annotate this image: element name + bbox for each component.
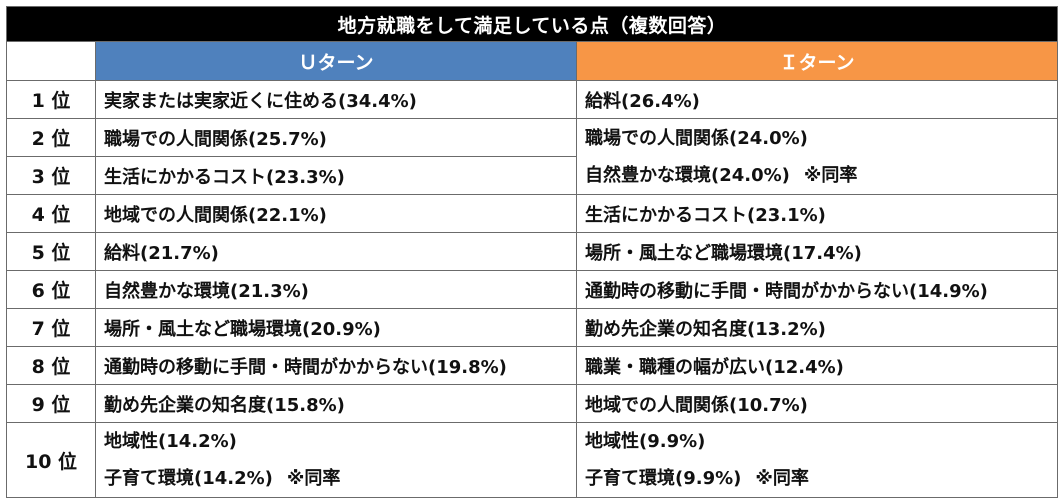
i-turn-item: 職業・職種の幅が広い(12.4%) <box>575 346 1059 385</box>
ranking-table: 地方就職をして満足している点（複数回答） Ｕターン Ｉターン 1 位 実家または… <box>5 6 1059 498</box>
u-turn-item-merged: 地域性(14.2%) 子育て環境(14.2%) ※同率 <box>95 422 577 498</box>
u-turn-item: 生活にかかるコスト(23.3%) <box>95 156 577 195</box>
rank-label: 8 位 <box>6 346 96 385</box>
table-row: 8 位 通勤時の移動に手間・時間がかからない(19.8%) 職業・職種の幅が広い… <box>6 346 1059 385</box>
tie-note: ※同率 <box>286 468 341 489</box>
rank-label: 5 位 <box>6 232 96 271</box>
u-turn-item: 勤め先企業の知名度(15.8%) <box>95 384 577 423</box>
rank-label: 9 位 <box>6 384 96 423</box>
u-turn-item: 地域性(14.2%) <box>104 431 237 452</box>
table-title: 地方就職をして満足している点（複数回答） <box>5 6 1059 42</box>
u-turn-item: 実家または実家近くに住める(34.4%) <box>95 80 577 119</box>
i-turn-item: 地域での人間関係(10.7%) <box>575 384 1059 423</box>
u-turn-item: 通勤時の移動に手間・時間がかからない(19.8%) <box>95 346 577 385</box>
i-turn-item: 場所・風土など職場環境(17.4%) <box>575 232 1059 271</box>
i-turn-item: 子育て環境(9.9%) <box>585 468 742 489</box>
u-turn-item: 場所・風土など職場環境(20.9%) <box>95 308 577 347</box>
u-turn-item: 地域での人間関係(22.1%) <box>95 194 577 233</box>
i-turn-item: 自然豊かな環境(24.0%) <box>585 164 790 186</box>
rank-label: 10 位 <box>6 422 96 498</box>
u-turn-header: Ｕターン <box>95 41 577 81</box>
table-row: 10 位 地域性(14.2%) 子育て環境(14.2%) ※同率 地域性(9.9%… <box>6 422 1059 498</box>
tie-note: ※同率 <box>755 468 809 489</box>
i-turn-item: 通勤時の移動に手間・時間がかからない(14.9%) <box>575 270 1059 309</box>
u-turn-item-tied: 子育て環境(14.2%) ※同率 <box>104 460 576 497</box>
i-turn-item-tied: 自然豊かな環境(24.0%) ※同率 <box>585 157 1057 194</box>
u-turn-item: 自然豊かな環境(21.3%) <box>95 270 577 309</box>
u-turn-item: 職場での人間関係(25.7%) <box>95 118 577 157</box>
i-turn-item-merged: 地域性(9.9%) 子育て環境(9.9%) ※同率 <box>575 422 1059 498</box>
u-turn-item: 給料(21.7%) <box>95 232 577 271</box>
table-row: 3 位 生活にかかるコスト(23.3%) <box>6 156 1058 195</box>
table-row: 1 位 実家または実家近くに住める(34.4%) 給料(26.4%) <box>6 80 1059 119</box>
table-row: 4 位 地域での人間関係(22.1%) 生活にかかるコスト(23.1%) <box>6 194 1059 233</box>
table-row: 6 位 自然豊かな環境(21.3%) 通勤時の移動に手間・時間がかからない(14… <box>6 270 1059 309</box>
rank-label: 3 位 <box>6 156 96 195</box>
table-row: 5 位 給料(21.7%) 場所・風土など職場環境(17.4%) <box>6 232 1059 271</box>
table-row: 9 位 勤め先企業の知名度(15.8%) 地域での人間関係(10.7%) <box>6 384 1059 423</box>
i-turn-item: 地域性(9.9%) <box>585 431 706 452</box>
rank-label: 6 位 <box>6 270 96 309</box>
i-turn-item: 勤め先企業の知名度(13.2%) <box>575 308 1059 347</box>
i-turn-item: 給料(26.4%) <box>575 80 1059 119</box>
tie-note: ※同率 <box>803 164 858 186</box>
u-turn-item: 子育て環境(14.2%) <box>104 468 273 489</box>
rank-label: 4 位 <box>6 194 96 233</box>
rank-header-blank <box>6 41 96 81</box>
i-turn-item: 生活にかかるコスト(23.1%) <box>575 194 1059 233</box>
rank-label: 1 位 <box>6 80 96 119</box>
i-turn-item-tied: 子育て環境(9.9%) ※同率 <box>585 460 1057 497</box>
table-row: 7 位 場所・風土など職場環境(20.9%) 勤め先企業の知名度(13.2%) <box>6 308 1059 347</box>
i-turn-header: Ｉターン <box>575 41 1059 81</box>
i-turn-item-merged: 職場での人間関係(24.0%) 自然豊かな環境(24.0%) ※同率 <box>575 118 1059 195</box>
rank-label: 7 位 <box>6 308 96 347</box>
rank-label: 2 位 <box>6 118 96 157</box>
table-row: 2 位 職場での人間関係(25.7%) 職場での人間関係(24.0%) 自然豊か… <box>6 118 1059 195</box>
i-turn-item: 職場での人間関係(24.0%) <box>585 127 808 149</box>
